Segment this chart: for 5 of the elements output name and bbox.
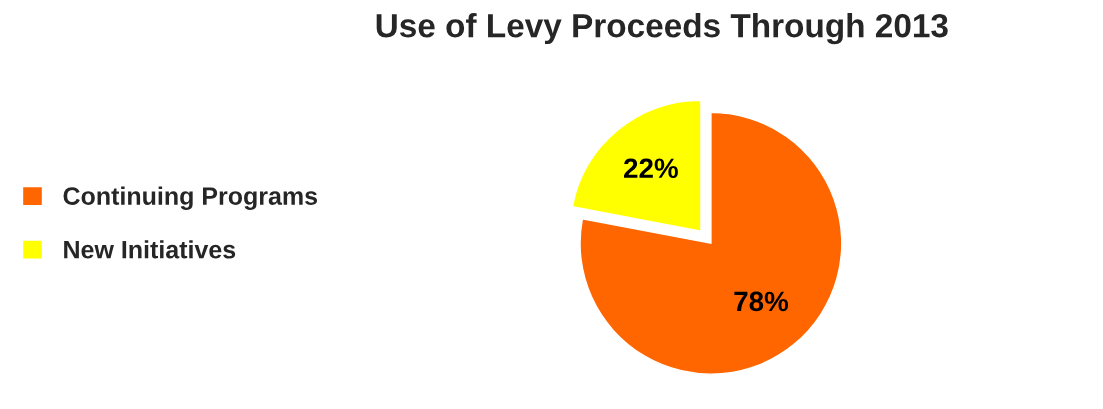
data-label: 22% xyxy=(624,158,678,179)
legend-label: Continuing Programs xyxy=(63,186,318,210)
chart-title: Use of Levy Proceeds Through 2013 xyxy=(376,13,948,45)
legend-label: New Initiatives xyxy=(64,240,236,259)
data-label: 78% xyxy=(734,291,789,312)
